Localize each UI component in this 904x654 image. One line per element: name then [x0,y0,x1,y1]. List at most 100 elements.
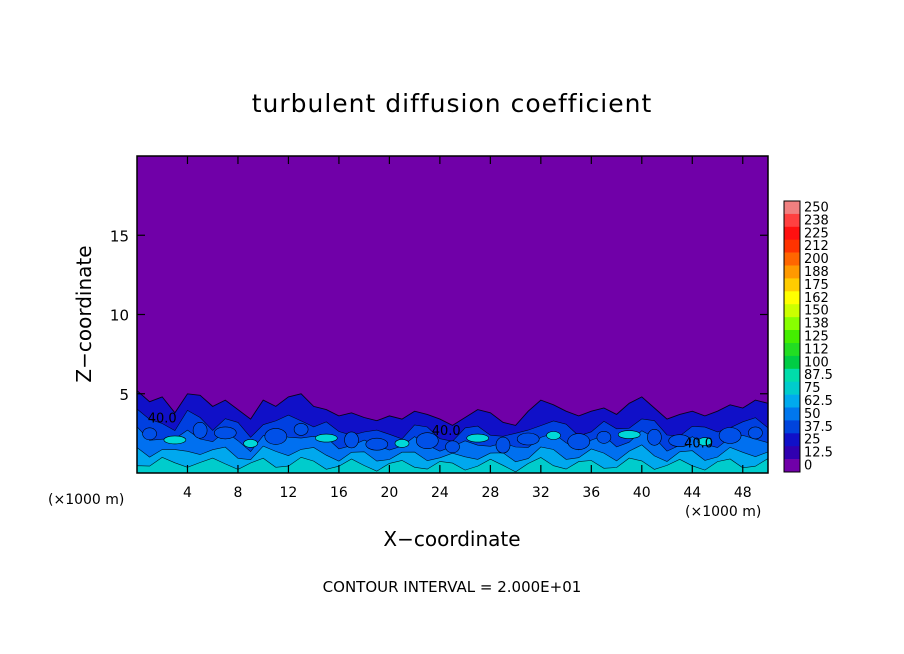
colorbar-label: 25 [804,433,821,448]
colorbar-label: 87.5 [804,368,833,383]
colorbar-swatch [784,420,800,434]
y-tick-label: 15 [110,227,129,245]
colorbar-swatch [784,317,800,331]
colorbar-label: 62.5 [804,394,833,409]
colorbar-label: 225 [804,226,829,241]
field-eddy [495,436,511,454]
field-eddy [243,439,258,448]
x-tick-label: 16 [330,485,348,501]
contour-interval-footer: CONTOUR INTERVAL = 2.000E+01 [323,578,582,596]
colorbar-swatch [784,304,800,318]
y-tick-label: 10 [110,307,129,325]
field-eddy [596,430,612,444]
field-eddy [668,434,692,448]
colorbar-swatch [784,407,800,421]
x-tick-label: 28 [481,485,499,501]
field-eddy [718,427,742,444]
field-eddy [748,426,763,440]
x-tick-label: 36 [582,485,600,501]
contour-label: 40.0 [148,411,177,426]
field-eddy [365,437,389,451]
field-eddy [617,430,641,439]
colorbar-swatch [784,446,800,460]
colorbar-label: 150 [804,304,829,319]
colorbar-swatch [784,368,800,382]
colorbar-label: 112 [804,342,829,357]
field-eddy [697,437,713,446]
colorbar-label: 188 [804,265,829,280]
field-band-4 [137,456,768,473]
colorbar-swatch [784,433,800,447]
field-eddy [293,423,309,436]
y-axis-ticks: 5 10 15 [110,227,768,404]
field-eddy [344,431,359,449]
x-tick-label: 8 [233,485,242,501]
colorbar-label: 50 [804,407,821,422]
field-eddy [567,433,591,450]
colorbar-swatch [784,291,800,305]
colorbar-frame [783,200,801,473]
colorbar-label: 37.5 [804,420,833,435]
colorbar-swatch [784,381,800,395]
x-unit-left: (×1000 m) [48,492,124,508]
plot-area: 40.0 40.0 40.0 [136,155,769,474]
colorbar-swatch [784,355,800,370]
colorbar-swatch [784,252,800,266]
chart-title: turbulent diffusion coefficient [252,89,653,118]
x-tick-label: 20 [380,485,398,501]
colorbar-swatch [784,201,800,215]
colorbar-label: 75 [804,381,821,396]
colorbar-label: 0 [804,459,812,474]
field-eddy [214,426,237,440]
colorbar-swatch [784,459,800,473]
contour-labels: 40.0 40.0 40.0 [148,411,713,451]
contour-label: 40.0 [432,424,461,439]
colorbar-swatch [784,330,800,344]
colorbar-swatch [784,394,800,408]
colorbar-label: 200 [804,252,829,267]
contour-label: 40.0 [684,437,713,452]
field-eddy [163,435,187,445]
colorbar-label: 125 [804,330,829,345]
x-tick-label: 32 [532,485,550,501]
colorbar-label: 250 [804,201,829,216]
x-tick-label: 12 [280,485,298,501]
colorbar-swatch [784,213,800,228]
y-tick-label: 5 [119,386,129,404]
field-eddy [445,440,460,454]
field-eddy [415,432,439,450]
field-eddy [314,433,338,443]
y-axis-label: Z−coordinate [72,245,96,382]
colorbar-label: 138 [804,317,829,332]
colorbar-swatch [784,278,800,292]
field-eddy [546,431,561,440]
colorbar-label: 212 [804,239,829,254]
turbulence-field [137,390,768,473]
field-eddy [647,428,662,446]
x-tick-label: 40 [633,485,651,501]
x-axis-ticks: 4 8 12 16 20 24 28 32 36 40 44 48 [183,156,752,501]
field-eddy [264,428,288,445]
colorbar-label: 12.5 [804,446,833,461]
field-eddy [466,433,490,443]
colorbar-swatch [784,226,800,240]
colorbar-label: 162 [804,291,829,306]
colorbar: 2502382252122001881751621501381251121008… [783,200,833,474]
x-tick-label: 44 [683,485,701,501]
x-unit-right: (×1000 m) [685,504,761,520]
field-eddy [516,432,540,446]
colorbar-swatch [784,239,800,253]
x-tick-label: 48 [734,485,752,501]
field-eddy [394,439,410,448]
colorbar-label: 175 [804,278,829,293]
field-eddy [192,421,208,439]
x-tick-label: 4 [183,485,192,501]
colorbar-label: 238 [804,213,829,228]
field-eddy [142,427,157,441]
colorbar-swatch [784,265,800,279]
x-axis-label: X−coordinate [383,527,520,551]
x-tick-label: 24 [431,485,449,501]
colorbar-swatch [784,343,800,357]
colorbar-label: 100 [804,355,829,370]
